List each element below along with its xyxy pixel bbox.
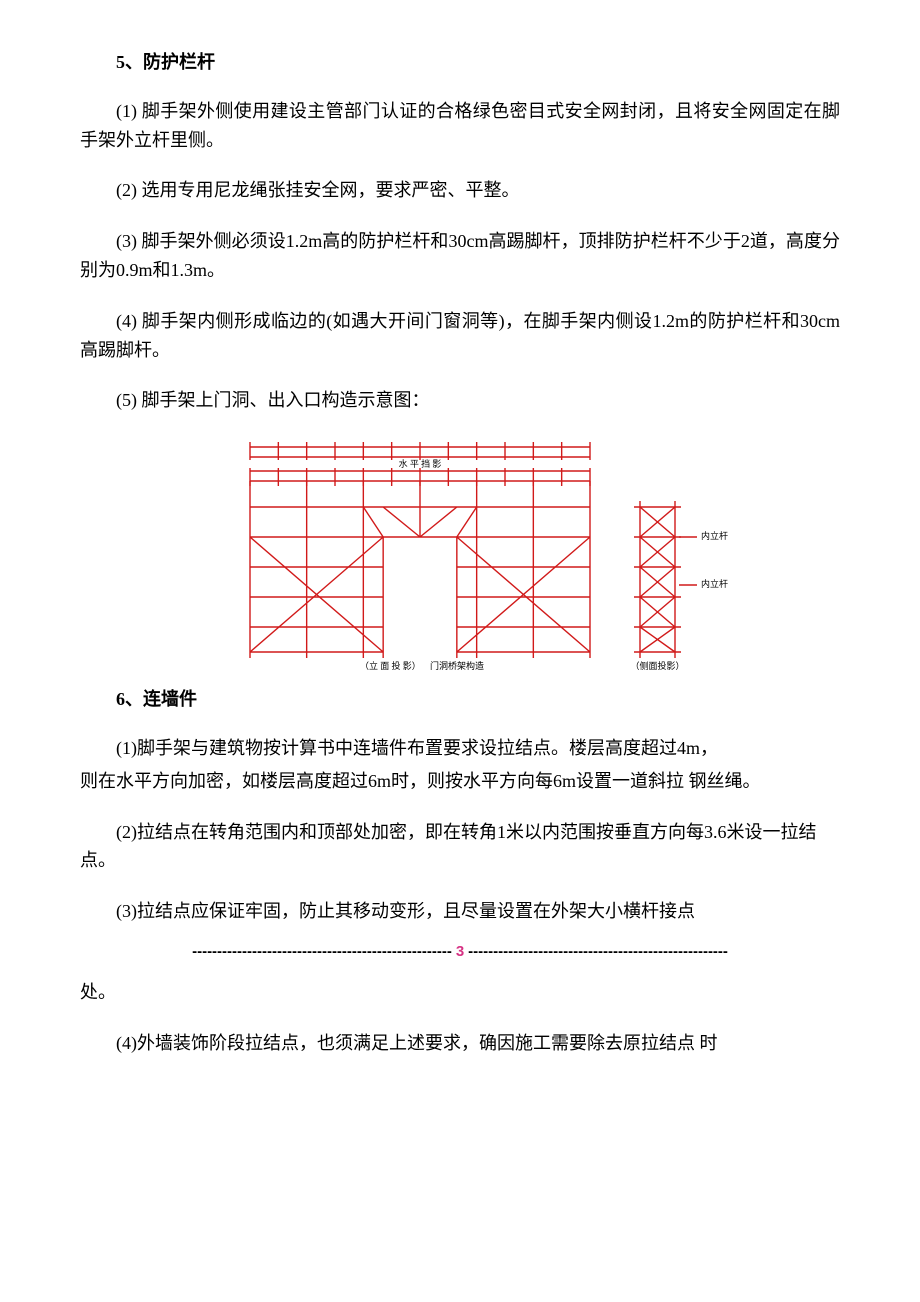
- s6-p1b: 则在水平方向加密，如楼层高度超过6m时，则按水平方向每6m设置一道斜拉 钢丝绳。: [80, 767, 840, 796]
- s6-p1a: (1)脚手架与建筑物按计算书中连墙件布置要求设拉结点。楼层高度超过4m，: [80, 734, 840, 763]
- section-5-heading: 5、防护栏杆: [80, 48, 840, 77]
- svg-text:内立杆: 内立杆: [701, 530, 728, 541]
- scaffold-diagram-container: 水 平 挡 影（立 面 投 影）门洞桥架构造（侧面投影）内立杆内立杆: [80, 437, 840, 677]
- svg-text:水 平 挡 影: 水 平 挡 影: [399, 458, 442, 469]
- page-number: 3: [452, 943, 468, 960]
- scaffold-diagram: 水 平 挡 影（立 面 投 影）门洞桥架构造（侧面投影）内立杆内立杆: [170, 437, 750, 677]
- s5-p5: (5) 脚手架上门洞、出入口构造示意图：: [80, 386, 840, 415]
- svg-text:门洞桥架构造: 门洞桥架构造: [430, 660, 484, 671]
- svg-text:（立 面 投 影）: （立 面 投 影）: [360, 660, 421, 671]
- s5-p3: (3) 脚手架外侧必须设1.2m高的防护栏杆和30cm高踢脚杆，顶排防护栏杆不少…: [80, 227, 840, 285]
- dash-right: ----------------------------------------…: [468, 943, 728, 960]
- svg-text:内立杆: 内立杆: [701, 578, 728, 589]
- page-break: ----------------------------------------…: [80, 940, 840, 964]
- dash-left: ----------------------------------------…: [192, 943, 452, 960]
- s6-p3-cont: 处。: [80, 978, 840, 1007]
- section-6-heading: 6、连墙件: [80, 685, 840, 714]
- s5-p1: (1) 脚手架外侧使用建设主管部门认证的合格绿色密目式安全网封闭，且将安全网固定…: [80, 97, 840, 155]
- s5-p4: (4) 脚手架内侧形成临边的(如遇大开间门窗洞等)，在脚手架内侧设1.2m的防护…: [80, 307, 840, 365]
- s5-p2: (2) 选用专用尼龙绳张挂安全网，要求严密、平整。: [80, 176, 840, 205]
- svg-text:（侧面投影）: （侧面投影）: [630, 660, 684, 671]
- s6-p2: (2)拉结点在转角范围内和顶部处加密，即在转角1米以内范围按垂直方向每3.6米设…: [80, 818, 840, 876]
- s6-p4: (4)外墙装饰阶段拉结点，也须满足上述要求，确因施工需要除去原拉结点 时: [80, 1029, 840, 1058]
- s6-p3: (3)拉结点应保证牢固，防止其移动变形，且尽量设置在外架大小横杆接点: [80, 897, 840, 926]
